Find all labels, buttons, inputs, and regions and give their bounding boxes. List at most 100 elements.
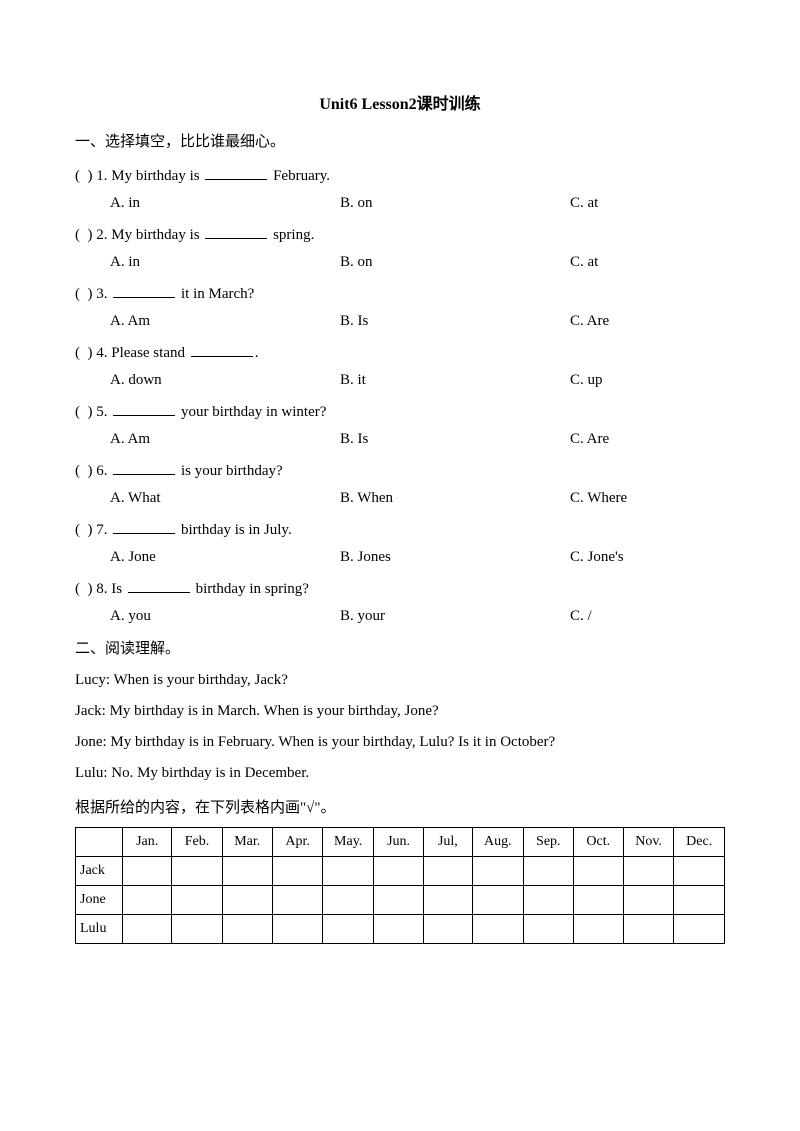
check-cell[interactable] — [374, 915, 424, 944]
table-row: Jone — [76, 886, 725, 915]
option-c[interactable]: C. Are — [570, 313, 725, 330]
option-c[interactable]: C. Jone's — [570, 549, 725, 566]
question-prompt: ( ) 2. My birthday is spring. — [75, 224, 725, 244]
dialogue-line: Lulu: No. My birthday is in December. — [75, 765, 725, 782]
month-header: Oct. — [573, 828, 623, 857]
fill-blank[interactable] — [113, 283, 175, 298]
option-b[interactable]: B. it — [340, 372, 570, 389]
question: ( ) 3. it in March?A. AmB. IsC. Are — [75, 283, 725, 330]
check-cell[interactable] — [222, 886, 273, 915]
question: ( ) 2. My birthday is spring. A. inB. onC… — [75, 224, 725, 271]
check-cell[interactable] — [573, 857, 623, 886]
option-b[interactable]: B. When — [340, 490, 570, 507]
name-cell: Jack — [76, 857, 123, 886]
check-cell[interactable] — [523, 886, 573, 915]
check-cell[interactable] — [674, 886, 725, 915]
check-cell[interactable] — [323, 886, 374, 915]
option-a[interactable]: A. you — [110, 608, 340, 625]
section2-header: 二、阅读理解。 — [75, 637, 725, 658]
options-row: A. downB. itC. up — [75, 372, 725, 389]
check-cell[interactable] — [423, 915, 472, 944]
check-cell[interactable] — [122, 857, 171, 886]
option-a[interactable]: A. Am — [110, 313, 340, 330]
check-cell[interactable] — [573, 886, 623, 915]
check-cell[interactable] — [122, 886, 171, 915]
option-c[interactable]: C. at — [570, 254, 725, 271]
option-a[interactable]: A. Jone — [110, 549, 340, 566]
option-a[interactable]: A. What — [110, 490, 340, 507]
month-header: Jan. — [122, 828, 171, 857]
check-cell[interactable] — [122, 915, 171, 944]
option-a[interactable]: A. in — [110, 254, 340, 271]
check-cell[interactable] — [273, 915, 323, 944]
option-a[interactable]: A. in — [110, 195, 340, 212]
month-header: Apr. — [273, 828, 323, 857]
option-b[interactable]: B. on — [340, 254, 570, 271]
check-cell[interactable] — [472, 886, 523, 915]
check-cell[interactable] — [674, 915, 725, 944]
check-cell[interactable] — [472, 915, 523, 944]
fill-blank[interactable] — [205, 224, 267, 239]
check-cell[interactable] — [222, 857, 273, 886]
name-cell: Lulu — [76, 915, 123, 944]
options-row: A. JoneB. JonesC. Jone's — [75, 549, 725, 566]
options-row: A. WhatB. WhenC. Where — [75, 490, 725, 507]
section1-header: 一、选择填空，比比谁最细心。 — [75, 130, 725, 151]
check-cell[interactable] — [523, 857, 573, 886]
check-cell[interactable] — [472, 857, 523, 886]
check-cell[interactable] — [222, 915, 273, 944]
check-cell[interactable] — [523, 915, 573, 944]
check-cell[interactable] — [172, 857, 222, 886]
worksheet-page: Unit6 Lesson2课时训练 一、选择填空，比比谁最细心。 ( ) 1. … — [0, 0, 800, 1131]
fill-blank[interactable] — [113, 460, 175, 475]
check-cell[interactable] — [323, 857, 374, 886]
reading-container: Lucy: When is your birthday, Jack?Jack: … — [75, 672, 725, 782]
question: ( ) 5. your birthday in winter?A. AmB. I… — [75, 401, 725, 448]
check-cell[interactable] — [172, 915, 222, 944]
dialogue-line: Lucy: When is your birthday, Jack? — [75, 672, 725, 689]
check-cell[interactable] — [423, 886, 472, 915]
check-cell[interactable] — [623, 915, 674, 944]
fill-blank[interactable] — [128, 578, 190, 593]
fill-blank[interactable] — [191, 342, 253, 357]
fill-blank[interactable] — [205, 165, 267, 180]
check-cell[interactable] — [423, 857, 472, 886]
option-c[interactable]: C. Where — [570, 490, 725, 507]
month-header: Nov. — [623, 828, 674, 857]
option-b[interactable]: B. your — [340, 608, 570, 625]
birthday-table: Jan.Feb.Mar.Apr.May.Jun.Jul,Aug.Sep.Oct.… — [75, 827, 725, 944]
option-a[interactable]: A. down — [110, 372, 340, 389]
question-prompt: ( ) 6. is your birthday? — [75, 460, 725, 480]
fill-blank[interactable] — [113, 519, 175, 534]
question-prompt: ( ) 8. Is birthday in spring? — [75, 578, 725, 598]
options-row: A. inB. onC. at — [75, 195, 725, 212]
option-b[interactable]: B. Is — [340, 313, 570, 330]
check-cell[interactable] — [273, 857, 323, 886]
question-prompt: ( ) 1. My birthday is February. — [75, 165, 725, 185]
option-c[interactable]: C. / — [570, 608, 725, 625]
options-row: A. AmB. IsC. Are — [75, 431, 725, 448]
option-c[interactable]: C. Are — [570, 431, 725, 448]
question-prompt: ( ) 7. birthday is in July. — [75, 519, 725, 539]
option-a[interactable]: A. Am — [110, 431, 340, 448]
check-cell[interactable] — [623, 857, 674, 886]
options-row: A. AmB. IsC. Are — [75, 313, 725, 330]
check-cell[interactable] — [323, 915, 374, 944]
option-c[interactable]: C. up — [570, 372, 725, 389]
check-cell[interactable] — [674, 857, 725, 886]
check-cell[interactable] — [374, 886, 424, 915]
check-cell[interactable] — [374, 857, 424, 886]
option-b[interactable]: B. Jones — [340, 549, 570, 566]
page-title: Unit6 Lesson2课时训练 — [75, 90, 725, 114]
option-c[interactable]: C. at — [570, 195, 725, 212]
option-b[interactable]: B. Is — [340, 431, 570, 448]
check-cell[interactable] — [273, 886, 323, 915]
month-header: Jun. — [374, 828, 424, 857]
question-prompt: ( ) 4. Please stand . — [75, 342, 725, 362]
fill-blank[interactable] — [113, 401, 175, 416]
check-cell[interactable] — [623, 886, 674, 915]
check-cell[interactable] — [573, 915, 623, 944]
check-cell[interactable] — [172, 886, 222, 915]
month-header: Aug. — [472, 828, 523, 857]
option-b[interactable]: B. on — [340, 195, 570, 212]
